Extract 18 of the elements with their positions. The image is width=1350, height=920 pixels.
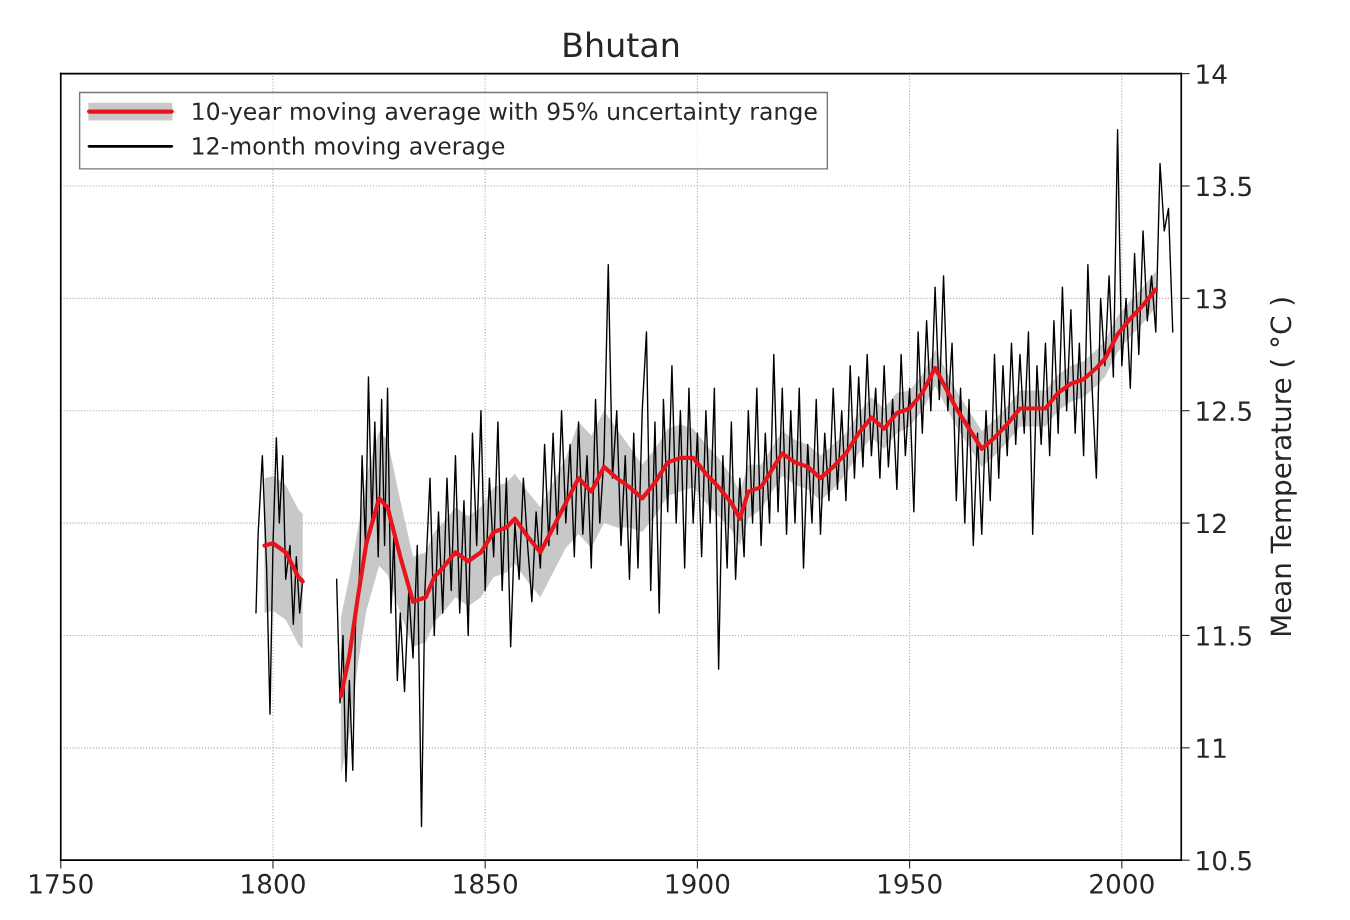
y-tick-label: 13.5 xyxy=(1197,176,1251,197)
x-tick-label: 1750 xyxy=(30,873,93,894)
y-tick-label: 10.5 xyxy=(1197,850,1251,871)
legend-label: 12-month moving average xyxy=(193,136,505,160)
y-tick-label: 12 xyxy=(1197,513,1226,534)
y-tick-label: 12.5 xyxy=(1197,401,1251,422)
y-tick-label: 14 xyxy=(1197,64,1227,84)
x-tick-label: 1900 xyxy=(666,873,730,894)
x-tick-label: 1800 xyxy=(242,873,305,894)
y-axis-title: Mean Temperature ( °C ) xyxy=(1269,298,1297,636)
x-tick-label: 1950 xyxy=(878,873,942,894)
y-tick-label: 11 xyxy=(1197,738,1226,758)
x-tick-label: 2000 xyxy=(1090,873,1154,894)
y-tick-label: 13 xyxy=(1197,288,1226,309)
chart-title: Bhutan xyxy=(564,31,679,58)
legend-label: 10-year moving average with 95% uncertainty range xyxy=(193,101,817,125)
y-tick-label: 11.5 xyxy=(1197,626,1251,646)
x-tick-label: 1850 xyxy=(454,873,518,894)
